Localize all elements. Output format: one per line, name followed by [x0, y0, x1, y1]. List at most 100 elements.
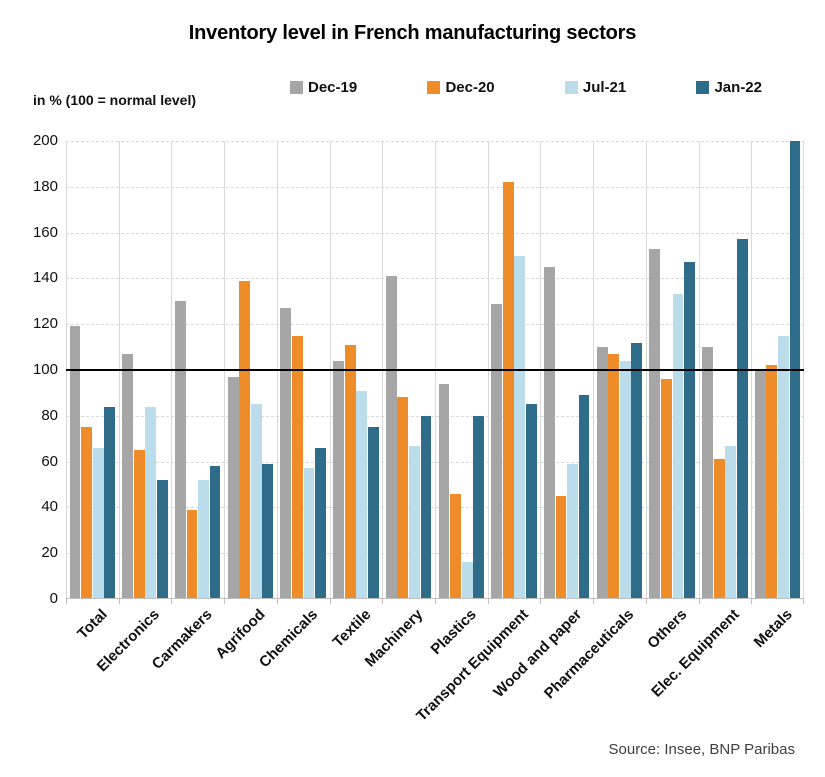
- x-axis-tick: [645, 599, 647, 604]
- bar-dec-20-chemicals: [292, 335, 303, 599]
- y-axis-unit-note: in % (100 = normal level): [33, 92, 197, 108]
- bar-dec-19-elec-equipment: [702, 347, 713, 599]
- bar-jan-22-textile: [367, 427, 379, 599]
- x-axis-tick: [487, 599, 489, 604]
- bar-jul-21-carmakers: [198, 479, 209, 599]
- bar-jul-21-transport-equipment: [514, 255, 526, 599]
- bar-dec-19-others: [649, 248, 661, 599]
- bar-dec-20-machinery: [397, 397, 409, 599]
- bar-jan-22-transport-equipment: [525, 404, 537, 599]
- y-tick-label-20: 20: [41, 544, 58, 562]
- x-axis-tick: [593, 599, 595, 604]
- bar-jul-21-total: [92, 447, 104, 599]
- x-axis-label-metals: Metals: [750, 606, 796, 652]
- bar-dec-20-others: [661, 379, 672, 599]
- bar-dec-19-chemicals: [280, 308, 292, 599]
- bar-jul-21-others: [672, 294, 684, 599]
- x-axis-label-others: Others: [644, 606, 691, 653]
- legend-swatch-jan-22: [696, 81, 710, 94]
- x-axis-tick: [224, 599, 226, 604]
- y-axis-labels: 0 20 40 60 80 100 120 140 160 180 200: [0, 132, 58, 607]
- x-axis-tick: [751, 599, 753, 604]
- y-tick-label-80: 80: [41, 406, 58, 424]
- y-tick-label-160: 160: [32, 223, 58, 241]
- bar-jan-22-carmakers: [209, 466, 221, 599]
- legend-swatch-jul-21: [564, 81, 578, 94]
- chart-legend: Dec-19 Dec-20 Jul-21 Jan-22: [290, 79, 762, 96]
- bar-jan-22-electronics: [156, 479, 168, 599]
- x-axis-tick: [66, 599, 67, 604]
- source-note: Source: Insee, BNP Paribas: [608, 741, 796, 758]
- bar-dec-20-textile: [344, 344, 356, 599]
- bar-dec-19-plastics: [438, 383, 450, 599]
- legend-label-dec-20: Dec-20: [445, 79, 495, 96]
- x-axis-label-total: Total: [73, 606, 111, 643]
- bar-jul-21-textile: [356, 390, 368, 599]
- y-tick-label-0: 0: [49, 590, 58, 607]
- legend-swatch-dec-19: [290, 81, 303, 94]
- legend-swatch-dec-20: [427, 81, 441, 94]
- bar-jul-21-pharmaceuticals: [619, 360, 631, 599]
- x-axis-label-textile: Textile: [329, 606, 374, 651]
- y-tick-label-200: 200: [32, 132, 58, 149]
- bar-jan-22-plastics: [473, 415, 485, 599]
- bar-dec-19-transport-equipment: [491, 303, 503, 599]
- bar-jul-21-agrifood: [250, 404, 262, 599]
- bar-dec-20-wood-and-paper: [555, 495, 567, 599]
- bar-dec-20-elec-equipment: [713, 459, 725, 599]
- x-axis-label-plastics: Plastics: [427, 606, 480, 659]
- bar-jan-22-wood-and-paper: [578, 395, 590, 599]
- x-axis-tick: [276, 599, 278, 604]
- bar-jan-22-chemicals: [315, 447, 326, 599]
- bar-jul-21-chemicals: [303, 468, 315, 599]
- bar-dec-19-pharmaceuticals: [596, 347, 608, 599]
- x-axis-tick: [118, 599, 120, 604]
- reference-line-100: [66, 369, 804, 371]
- bar-dec-19-textile: [333, 360, 344, 599]
- bar-dec-19-carmakers: [175, 301, 186, 599]
- bar-jan-22-others: [684, 262, 695, 599]
- chart-title: Inventory level in French manufacturing …: [188, 22, 637, 44]
- bar-jan-22-elec-equipment: [736, 239, 748, 599]
- bar-jan-22-pharmaceuticals: [631, 342, 643, 599]
- bar-dec-20-agrifood: [239, 280, 251, 599]
- bar-dec-19-total: [69, 326, 81, 599]
- y-tick-label-120: 120: [32, 315, 58, 333]
- bar-dec-20-electronics: [133, 450, 145, 599]
- bar-dec-20-metals: [766, 365, 778, 599]
- bar-jan-22-agrifood: [262, 463, 274, 599]
- y-tick-label-140: 140: [32, 269, 58, 287]
- x-axis-tick: [540, 599, 542, 604]
- bar-jan-22-total: [104, 406, 116, 599]
- x-axis-tick: [803, 599, 804, 604]
- x-axis-tick: [329, 599, 331, 604]
- bar-dec-20-carmakers: [186, 509, 198, 599]
- x-axis-label-pharmaceuticals: Pharmaceuticals: [541, 606, 638, 703]
- bar-dec-19-wood-and-paper: [544, 266, 555, 599]
- bar-dec-19-machinery: [385, 276, 397, 599]
- y-tick-label-100: 100: [32, 361, 58, 378]
- y-tick-label-60: 60: [41, 452, 58, 470]
- legend-item-dec-20: Dec-20: [427, 79, 495, 96]
- bar-dec-20-plastics: [450, 493, 461, 599]
- bar-jan-22-machinery: [420, 415, 432, 599]
- legend-item-jul-21: Jul-21: [564, 79, 627, 96]
- bar-dec-19-electronics: [122, 353, 134, 599]
- bar-jul-21-metals: [778, 335, 789, 599]
- bar-jul-21-wood-and-paper: [567, 463, 578, 599]
- legend-label-jan-22: Jan-22: [714, 79, 762, 96]
- legend-label-dec-19: Dec-19: [308, 79, 358, 96]
- bar-dec-20-transport-equipment: [502, 182, 514, 599]
- bar-jul-21-plastics: [461, 562, 473, 599]
- x-axis-tick: [698, 599, 700, 604]
- x-axis-tick: [435, 599, 436, 604]
- bar-jul-21-elec-equipment: [725, 445, 737, 599]
- bar-dec-19-agrifood: [227, 376, 239, 599]
- bar-dec-20-total: [81, 427, 92, 599]
- x-axis-tick: [382, 599, 384, 604]
- plot-area: [66, 141, 804, 604]
- x-axis-labels: Total Electronics Carmakers Agrifood Chemica…: [66, 606, 804, 756]
- legend-label-jul-21: Jul-21: [582, 79, 627, 96]
- bar-jul-21-electronics: [145, 406, 157, 599]
- legend-item-jan-22: Jan-22: [696, 79, 762, 96]
